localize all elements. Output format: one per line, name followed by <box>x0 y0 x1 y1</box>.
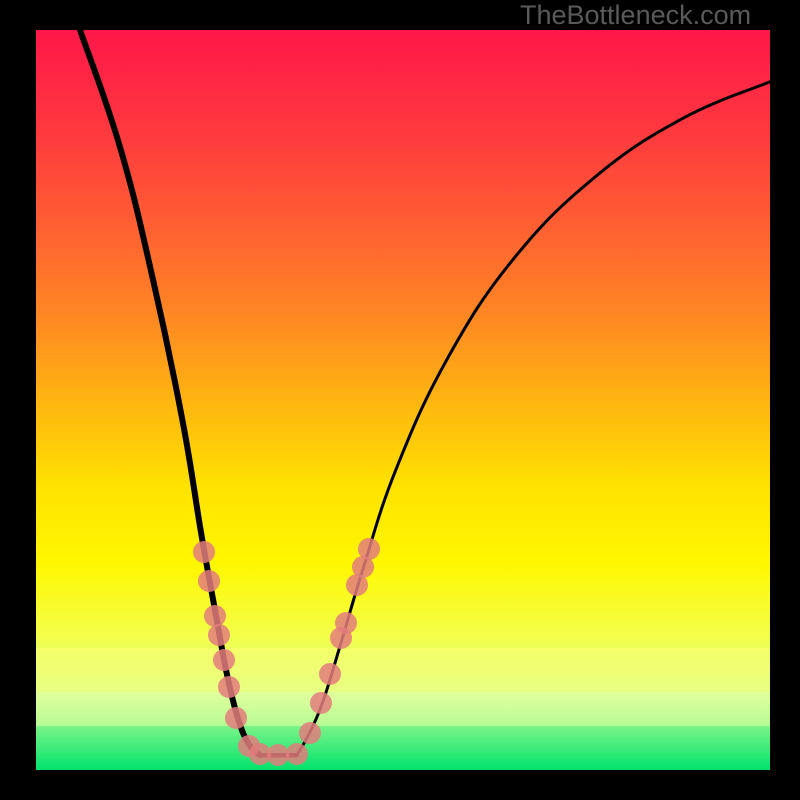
data-marker <box>299 722 321 744</box>
data-marker <box>193 541 215 563</box>
data-marker <box>286 743 308 765</box>
data-marker <box>225 707 247 729</box>
data-marker <box>208 624 230 646</box>
data-marker <box>310 692 332 714</box>
curve-left-branch <box>80 30 260 755</box>
watermark-text: TheBottleneck.com <box>520 0 751 31</box>
curve-layer <box>36 30 770 770</box>
data-marker <box>213 649 235 671</box>
data-marker <box>358 538 380 560</box>
data-marker <box>319 663 341 685</box>
data-marker <box>198 570 220 592</box>
data-marker <box>335 612 357 634</box>
curve-right-branch <box>297 82 770 755</box>
data-marker <box>218 676 240 698</box>
plot-area <box>36 30 770 770</box>
chart-container: TheBottleneck.com <box>0 0 800 800</box>
